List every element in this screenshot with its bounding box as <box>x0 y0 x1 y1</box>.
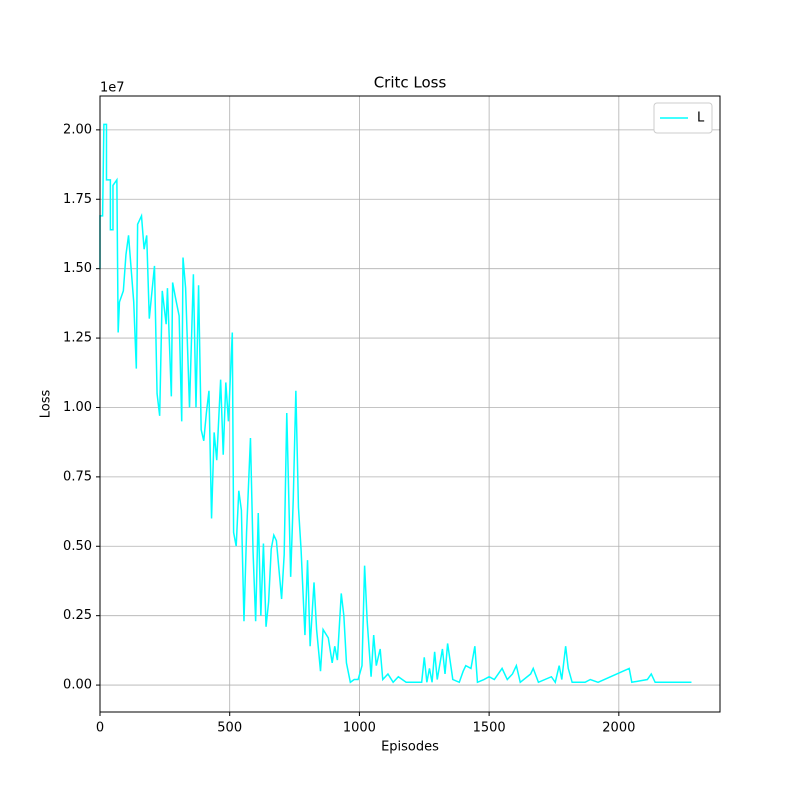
y-tick-label: 0.75 <box>63 469 92 484</box>
legend-label: L <box>697 111 705 126</box>
y-tick-label: 2.00 <box>63 122 92 137</box>
x-tick-label: 500 <box>217 721 242 736</box>
x-tick-label: 2000 <box>602 721 635 736</box>
x-tick-label: 1000 <box>343 721 376 736</box>
y-tick-label: 0.00 <box>63 678 92 693</box>
y-tick-label: 0.50 <box>63 539 92 554</box>
y-tick-label: 1.25 <box>63 331 92 346</box>
x-tick-label: 0 <box>96 721 104 736</box>
x-tick-label: 1500 <box>473 721 506 736</box>
chart-title: Critc Loss <box>374 74 447 92</box>
x-axis-label: Episodes <box>381 740 439 755</box>
y-axis-label: Loss <box>39 390 54 419</box>
y-tick-label: 0.25 <box>63 608 92 623</box>
legend: L <box>653 102 713 134</box>
y-offset-label: 1e7 <box>100 81 125 96</box>
y-tick-label: 1.00 <box>63 400 92 415</box>
y-tick-label: 1.50 <box>63 261 92 276</box>
line <box>99 123 692 685</box>
y-tick-label: 1.75 <box>63 192 92 207</box>
plot-frame <box>99 95 721 713</box>
